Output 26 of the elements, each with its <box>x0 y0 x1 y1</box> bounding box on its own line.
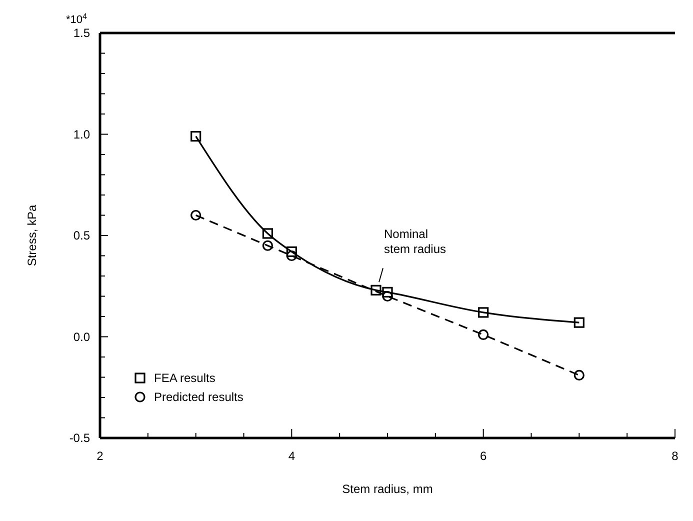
x-tick-label: 2 <box>96 449 104 463</box>
x-tick-label: 6 <box>480 449 487 463</box>
legend-label: FEA results <box>154 371 216 386</box>
point <box>574 317 584 328</box>
text: *10$^{4}$ <box>66 12 88 26</box>
point <box>190 210 202 221</box>
legend-label: Predicted results <box>154 390 244 404</box>
x-tick-label: 4 <box>288 449 296 463</box>
x-axis-title: Stem radius, mm <box>342 482 433 496</box>
y-axis-title: Stress, kPa <box>25 204 39 266</box>
point <box>190 130 202 142</box>
y-tick-label: 1.5 <box>73 26 90 40</box>
point <box>478 329 489 340</box>
point <box>478 307 489 318</box>
y-tick-label: -0.5 <box>69 431 90 446</box>
point <box>262 240 274 251</box>
point <box>574 370 584 381</box>
point <box>370 284 382 296</box>
y-tick-label: 1.0 <box>73 127 90 142</box>
y-tick-label: 0.5 <box>73 228 90 243</box>
point <box>382 286 393 298</box>
annotation: Nominal stem radius <box>384 227 446 256</box>
point <box>286 246 297 257</box>
point <box>262 228 274 239</box>
x-tick-label: 8 <box>672 449 679 463</box>
y-tick-label: 0.0 <box>73 330 90 344</box>
